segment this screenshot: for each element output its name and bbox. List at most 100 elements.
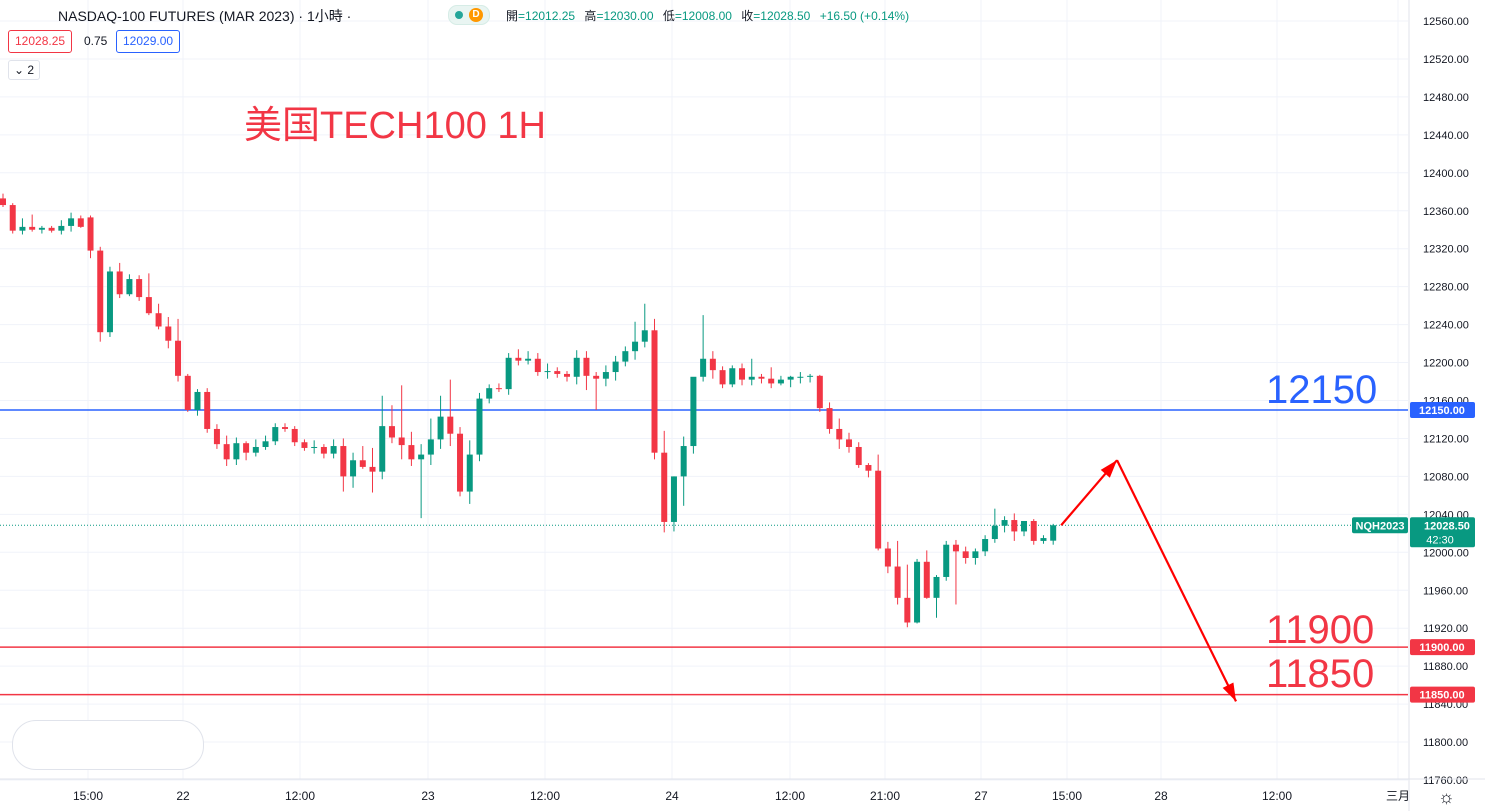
candle-body xyxy=(593,375,600,379)
open-value: =12012.25 xyxy=(518,9,576,23)
candle-body xyxy=(972,551,979,558)
time-tick-label: 12:00 xyxy=(775,789,805,803)
annotation-level-11850[interactable]: 11850 xyxy=(1266,652,1375,696)
candle-body xyxy=(466,454,473,492)
gear-icon[interactable]: ☼ xyxy=(1438,787,1455,807)
candle-body xyxy=(758,376,765,379)
high-value: =12030.00 xyxy=(596,9,654,23)
candle-body xyxy=(350,460,357,477)
price-tick-label: 12000.00 xyxy=(1423,547,1469,559)
candle-body xyxy=(38,227,45,230)
candle-body xyxy=(9,205,16,231)
candle-body xyxy=(194,391,201,410)
candle-body xyxy=(1021,520,1028,532)
time-tick-label: 28 xyxy=(1154,789,1168,803)
time-tick-label: 三月 xyxy=(1386,789,1410,803)
candle-body xyxy=(602,372,609,379)
candle-body xyxy=(243,443,250,453)
market-status[interactable]: D xyxy=(448,5,490,25)
level-price-label: 11850.00 xyxy=(1419,690,1464,702)
time-tick-label: 27 xyxy=(974,789,988,803)
candle-body xyxy=(554,371,561,374)
candle-body xyxy=(1001,520,1008,526)
level-price-label: 11900.00 xyxy=(1419,642,1464,654)
drawing-toolbar-placeholder[interactable] xyxy=(12,720,204,770)
bar-countdown-label: 42:30 xyxy=(1426,534,1454,546)
candle-body xyxy=(904,597,911,623)
price-tick-label: 12320.00 xyxy=(1423,244,1469,256)
candle-body xyxy=(894,566,901,598)
price-axis: 12560.00 12520.00 12480.00 12440.00 12400.00… xyxy=(1408,0,1469,811)
level-price-label: 12150.00 xyxy=(1419,405,1465,417)
candle-body xyxy=(495,388,502,390)
candle-body xyxy=(223,444,230,460)
candle-body xyxy=(982,539,989,552)
candle-body xyxy=(48,227,55,231)
candle-body xyxy=(923,561,930,598)
candlestick-series xyxy=(0,193,1057,628)
candle-body xyxy=(136,279,143,298)
level-price-tag xyxy=(1410,686,1475,703)
candle-body xyxy=(77,218,84,227)
price-tick-label: 12080.00 xyxy=(1423,471,1469,483)
candle-body xyxy=(272,427,279,442)
candle-body xyxy=(262,441,269,447)
candle-body xyxy=(213,428,220,445)
candle-body xyxy=(359,460,366,467)
candle-body xyxy=(952,544,959,552)
candle-body xyxy=(388,426,395,438)
buy-button[interactable]: 12029.00 xyxy=(116,30,181,53)
candle-body xyxy=(641,330,648,342)
sell-button[interactable]: 12028.25 xyxy=(8,30,73,53)
legend-bar: NASDAQ-100 FUTURES (MAR 2023) · 1小時 · D … xyxy=(0,0,1405,28)
candle-body xyxy=(933,576,940,598)
change-value: +16.50 (+0.14%) xyxy=(819,9,910,23)
price-tick-label: 11800.00 xyxy=(1423,737,1468,749)
candle-body xyxy=(291,428,298,443)
price-tick-label: 12440.00 xyxy=(1423,130,1469,142)
projection-arrow-up-head xyxy=(1100,460,1117,478)
candle-body xyxy=(515,357,522,361)
candle-body xyxy=(398,437,405,446)
candle-body xyxy=(97,250,104,333)
candle-body xyxy=(29,226,36,230)
candle-body xyxy=(845,439,852,447)
candle-body xyxy=(875,470,882,549)
candle-body xyxy=(807,375,814,377)
indicators-toggle-button[interactable]: ⌄ 2 xyxy=(8,60,40,80)
price-tick-label: 12200.00 xyxy=(1423,358,1469,370)
chevron-down-icon: ⌄ xyxy=(13,63,25,77)
candle-body xyxy=(739,368,746,380)
time-tick-label: 24 xyxy=(665,789,679,803)
candle-body xyxy=(418,454,425,460)
candle-body xyxy=(797,376,804,378)
candle-body xyxy=(369,466,376,472)
candle-body xyxy=(525,358,532,361)
candle-body xyxy=(670,476,677,522)
close-value: =12028.50 xyxy=(753,9,811,23)
candle-body xyxy=(729,368,736,385)
low-value: =12008.00 xyxy=(674,9,732,23)
candle-body xyxy=(427,439,434,455)
candle-body xyxy=(301,442,308,448)
chart-annotation-title[interactable]: 美国TECH100 1H xyxy=(244,105,546,147)
candle-body xyxy=(884,548,891,567)
annotation-level-12150[interactable]: 12150 xyxy=(1266,368,1378,412)
candle-body xyxy=(437,416,444,440)
time-tick-label: 22 xyxy=(176,789,190,803)
time-tick-label: 12:00 xyxy=(530,789,560,803)
projection-arrows xyxy=(1060,459,1237,702)
candle-body xyxy=(826,408,833,429)
candle-body xyxy=(505,357,512,390)
symbol-title[interactable]: NASDAQ-100 FUTURES (MAR 2023) · 1小時 · xyxy=(58,8,352,24)
candle-body xyxy=(311,446,318,448)
spread-value: 0.75 xyxy=(84,34,108,48)
candle-body xyxy=(476,398,483,455)
price-tick-label: 12520.00 xyxy=(1423,54,1469,66)
annotation-level-11900[interactable]: 11900 xyxy=(1266,608,1375,652)
candle-body xyxy=(622,351,629,362)
candle-body xyxy=(165,326,172,341)
candle-body xyxy=(855,446,862,466)
candle-body xyxy=(573,357,580,377)
